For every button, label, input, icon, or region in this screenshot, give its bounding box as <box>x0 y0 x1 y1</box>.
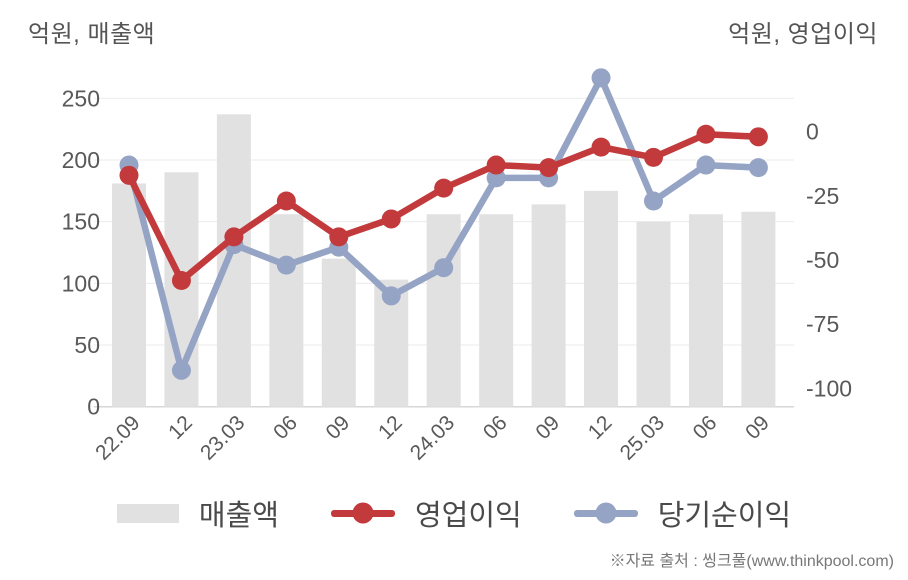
bars-revenue <box>112 114 776 407</box>
chart-legend: 매출액 영업이익 당기순이익 <box>0 492 908 534</box>
x-axis-label: 09 <box>322 411 355 444</box>
bar <box>741 211 776 407</box>
x-axis-label: 09 <box>741 411 774 444</box>
data-point <box>591 68 611 88</box>
data-point <box>591 137 611 157</box>
x-axis-labels: 22.09 12 23.03 06 09 12 24.03 06 09 12 25.03 06 09 <box>91 411 774 464</box>
data-point <box>644 147 663 167</box>
left-axis-tick-labels: 0 50 100 150 200 250 <box>62 85 100 419</box>
data-point <box>381 209 401 229</box>
left-axis-title: 억원, 매출액 <box>28 21 156 48</box>
bar <box>531 204 566 407</box>
data-point <box>434 258 454 278</box>
bar <box>688 214 723 407</box>
data-point <box>539 158 559 178</box>
data-point <box>748 127 768 147</box>
bar <box>321 258 356 407</box>
legend-item-revenue: 매출액 <box>116 492 279 534</box>
left-axis-tick: 50 <box>74 332 100 358</box>
x-axis-label: 23.03 <box>196 411 249 464</box>
left-axis-tick: 250 <box>62 85 100 111</box>
bar <box>269 214 304 407</box>
legend-item-operating-profit: 영업이익 <box>330 492 522 534</box>
data-point <box>329 227 349 247</box>
bar <box>216 114 251 407</box>
right-axis-tick: -100 <box>806 375 852 401</box>
left-axis-tick: 100 <box>62 270 100 296</box>
data-point <box>748 158 768 178</box>
x-axis-label: 06 <box>479 411 512 444</box>
legend-label-net-income: 당기순이익 <box>657 500 792 532</box>
legend-line-swatch-net-income <box>573 502 638 524</box>
x-axis-label: 12 <box>164 411 197 444</box>
right-axis-tick: -50 <box>806 247 839 273</box>
data-point <box>276 255 296 275</box>
right-axis-tick: -25 <box>806 183 839 209</box>
legend-item-net-income: 당기순이익 <box>573 492 792 534</box>
legend-label-operating-profit: 영업이익 <box>414 500 522 532</box>
left-axis-tick: 200 <box>62 147 100 173</box>
x-axis-label: 06 <box>269 411 302 444</box>
data-point <box>434 178 454 198</box>
data-point <box>696 124 716 144</box>
bar <box>636 221 671 407</box>
data-point <box>171 271 191 291</box>
data-point <box>171 360 191 380</box>
x-axis-label: 06 <box>689 411 722 444</box>
line-operating-profit <box>119 124 768 291</box>
bar <box>584 190 619 407</box>
right-axis-tick-labels: 0 -25 -50 -75 -100 <box>806 119 852 402</box>
legend-line-swatch-operating-profit <box>330 502 395 524</box>
data-point <box>486 155 506 175</box>
x-axis-label: 24.03 <box>406 411 459 464</box>
legend-dot-net-income <box>595 502 617 524</box>
data-point <box>119 165 139 185</box>
right-axis-tick: -75 <box>806 311 839 337</box>
x-axis-label: 12 <box>374 411 407 444</box>
bar <box>479 214 514 407</box>
data-point <box>224 227 244 247</box>
x-axis-label: 12 <box>584 411 617 444</box>
right-axis-tick: 0 <box>806 119 819 145</box>
left-axis-tick: 0 <box>87 394 100 420</box>
data-point <box>276 191 296 211</box>
data-point <box>381 286 401 306</box>
x-axis-label: 25.03 <box>616 411 669 464</box>
legend-bar-swatch <box>116 503 179 523</box>
x-axis-label: 09 <box>531 411 564 444</box>
right-axis-title: 억원, 영업이익 <box>728 21 878 48</box>
legend-label-revenue: 매출액 <box>198 500 279 532</box>
source-caption: ※자료 출처 : 씽크풀(www.thinkpool.com) <box>609 553 894 570</box>
data-point <box>644 191 663 211</box>
data-point <box>696 155 716 175</box>
legend-dot-operating-profit <box>352 502 374 524</box>
left-axis-tick: 150 <box>62 209 100 235</box>
